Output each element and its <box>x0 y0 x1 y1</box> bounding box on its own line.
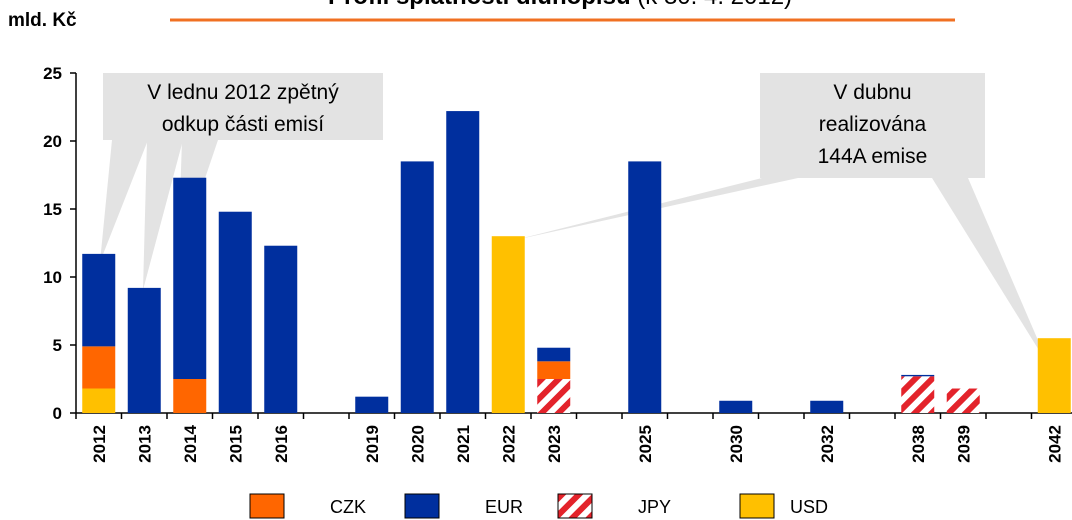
annotation-text: realizována <box>819 113 927 136</box>
bar-segment <box>82 253 116 347</box>
bar-segment <box>537 347 571 362</box>
bar-segment <box>264 245 298 413</box>
bar-segment <box>901 374 935 377</box>
y-axis-label: mld. Kč <box>8 10 77 31</box>
annotation-text: odkup části emisí <box>162 113 324 136</box>
bar-segment <box>400 161 434 413</box>
bar-segment <box>537 379 571 413</box>
annotation-text: V dubnu <box>833 81 911 104</box>
bar-segment <box>491 236 525 413</box>
title: Profil splatnosti dluhopisů <box>328 0 631 10</box>
bar-segment <box>127 287 161 413</box>
bar-segment <box>446 111 480 413</box>
bar-segment <box>173 177 207 379</box>
x-tick-label: 2025 <box>636 425 655 463</box>
chart-title: Profil splatnosti dluhopisů (k 30. 4. 20… <box>328 0 792 10</box>
x-tick-label: 2016 <box>272 425 291 463</box>
bar-segment <box>537 361 571 379</box>
legend-swatch <box>557 493 593 519</box>
bar-segment <box>82 346 116 389</box>
annotation-text: V lednu 2012 zpětný <box>147 81 339 104</box>
x-tick-label: 2038 <box>909 425 928 463</box>
bar-segment <box>82 388 116 413</box>
x-tick-label: 2012 <box>90 425 109 463</box>
y-tick-label: 10 <box>43 268 62 287</box>
callout-box <box>760 73 985 178</box>
title-note: (k 30. 4. 2012) <box>637 0 792 10</box>
legend-label: EUR <box>485 497 523 517</box>
y-tick-label: 20 <box>43 132 62 151</box>
bar-segment <box>901 376 935 413</box>
x-tick-label: 2021 <box>454 425 473 463</box>
x-tick-label: 2013 <box>135 425 154 463</box>
x-tick-label: 2019 <box>363 425 382 463</box>
legend-swatch <box>739 493 775 519</box>
legend-swatch <box>404 493 440 519</box>
callout-pointer <box>932 178 1050 368</box>
annotations: V lednu 2012 zpětný odkup části emisí V du… <box>100 73 1050 368</box>
legend-label: JPY <box>638 497 671 517</box>
callout-pointer <box>143 140 183 290</box>
bar-segment <box>218 211 252 413</box>
y-tick-label: 0 <box>53 404 62 423</box>
legend-label: CZK <box>330 497 366 517</box>
x-tick-label: 2022 <box>499 425 518 463</box>
bar-segment <box>173 379 207 413</box>
bar-segment <box>1037 338 1071 413</box>
x-tick-label: 2023 <box>545 425 564 463</box>
bar-segment <box>355 396 389 413</box>
y-tick-label: 5 <box>53 336 62 355</box>
y-tick-label: 15 <box>43 200 62 219</box>
legend-swatch <box>249 493 285 519</box>
x-tick-label: 2030 <box>727 425 746 463</box>
x-tick-label: 2039 <box>954 425 973 463</box>
y-tick-label: 25 <box>43 64 62 83</box>
bar-segment <box>628 161 662 413</box>
bar-segment <box>946 388 980 413</box>
annotation-text: 144A emise <box>818 145 928 168</box>
bar-segment <box>810 400 844 413</box>
x-tick-label: 2014 <box>181 424 200 462</box>
bar-segment <box>719 400 753 413</box>
x-tick-label: 2020 <box>408 425 427 463</box>
callout-box <box>103 73 383 140</box>
x-tick-label: 2032 <box>818 425 837 463</box>
x-tick-label: 2042 <box>1045 425 1064 463</box>
legend-label: USD <box>790 497 828 517</box>
callout-pointer <box>100 140 148 262</box>
x-tick-label: 2015 <box>226 425 245 463</box>
